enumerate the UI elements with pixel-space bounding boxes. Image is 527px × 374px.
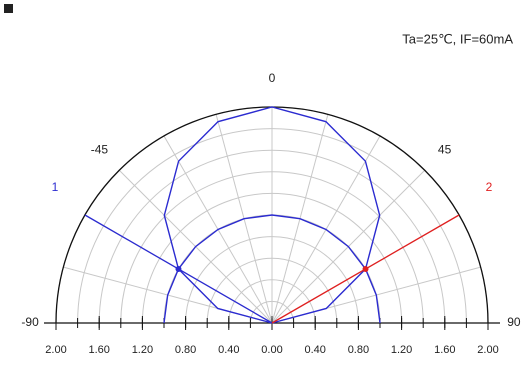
angle-label: -90 [21,315,39,329]
title-icon [4,4,13,13]
angle-label: -45 [91,143,109,157]
x-tick-label: 2.00 [45,344,66,356]
x-tick-label: 2.00 [477,344,498,356]
angle-label: 0 [269,71,276,85]
marker-point [362,266,369,272]
x-tick-label: 1.60 [434,344,455,356]
marker-label: 2 [486,180,493,194]
x-tick-label: 1.60 [88,344,109,356]
x-tick-label: 0.40 [218,344,239,356]
conditions: Ta=25℃, IF=60mA [402,31,513,46]
x-tick-label: 0.80 [348,344,369,356]
x-tick-label: 1.20 [391,344,412,356]
x-tick-label: 0.00 [261,344,282,356]
marker-label: 1 [52,180,59,194]
x-tick-label: 1.20 [132,344,153,356]
x-tick-label: 0.40 [304,344,325,356]
marker-point [175,266,182,272]
x-tick-label: 0.80 [175,344,196,356]
angle-label: 90 [507,315,521,329]
angle-label: 45 [438,143,452,157]
